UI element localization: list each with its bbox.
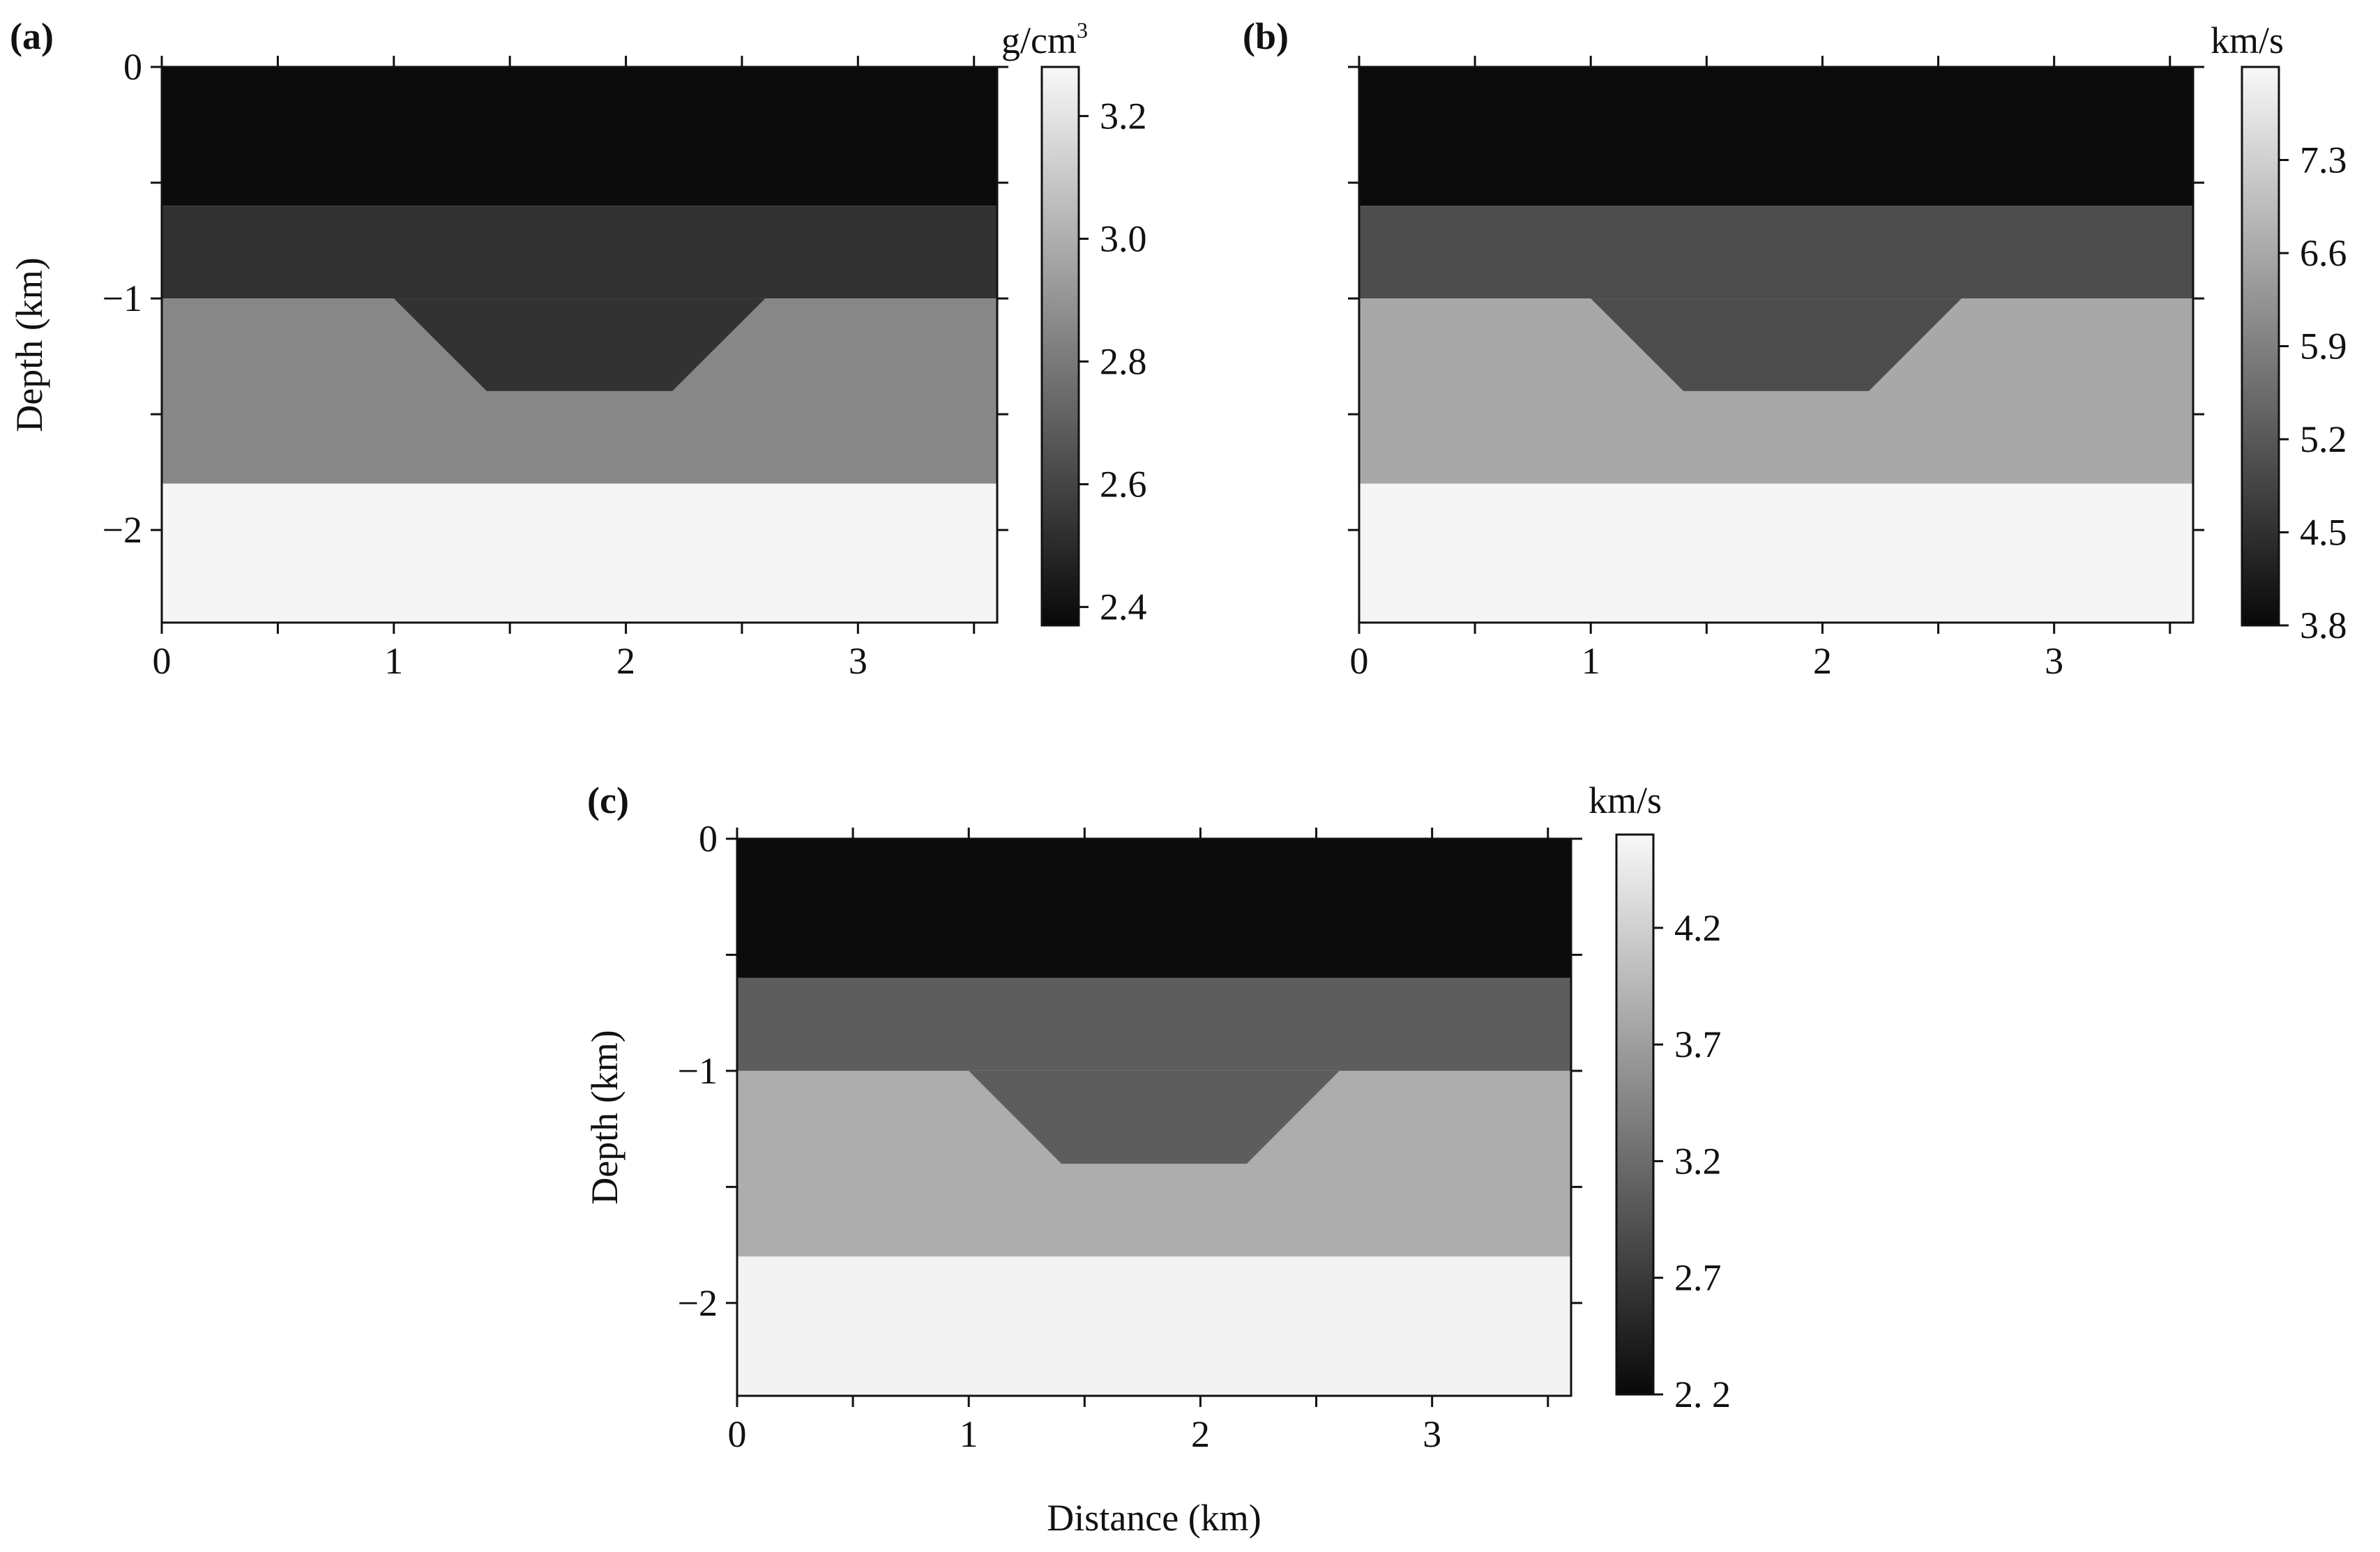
x-tick-label: 3: [1423, 1413, 1441, 1455]
trough-region: [969, 1070, 1340, 1164]
panel-a: 0 1 2 3 0 −1 −2 Depth (km) (a) 2.4 2.6 2.8 3.0 3.2 g/c…: [8, 15, 1147, 682]
colorbar-tick-label: 5.9: [2300, 326, 2347, 367]
colorbar-frame: [1040, 66, 1080, 627]
x-axis-title: Distance (km): [1047, 1497, 1261, 1539]
colorbar-unit-label: km/s: [2211, 20, 2284, 61]
trough-region: [1591, 298, 1962, 391]
y-tick-label: −1: [678, 1050, 718, 1092]
x-tick-label: 0: [728, 1413, 747, 1455]
colorbar-tick-label: 3.2: [1100, 95, 1147, 137]
layer-1: [737, 839, 1571, 978]
colorbar-frame: [1615, 833, 1655, 1396]
colorbar-tick-label: 6.6: [2300, 232, 2347, 274]
layer-4: [1359, 483, 2193, 623]
colorbar-tick-label: 2.6: [1100, 464, 1147, 505]
colorbar-tick-label: 7.3: [2300, 139, 2347, 181]
y-tick-label: 0: [699, 818, 718, 860]
colorbar: [2242, 67, 2279, 625]
colorbar-tick-label: 2.7: [1674, 1257, 1722, 1299]
x-tick-label: 0: [153, 640, 172, 682]
layer-2: [737, 977, 1571, 1071]
y-tick-label: 0: [123, 46, 142, 88]
x-tick-label: 3: [849, 640, 867, 682]
colorbar-tick-label: 3.0: [1100, 218, 1147, 259]
colorbar-tick-label: 3.2: [1674, 1140, 1722, 1182]
y-tick-label: −1: [103, 277, 142, 319]
colorbar-tick-label: 4.2: [1674, 907, 1722, 949]
colorbar-tick-label: 2. 2: [1674, 1374, 1731, 1415]
y-axis-title: Depth (km): [584, 1030, 626, 1204]
x-tick-label: 1: [384, 640, 403, 682]
colorbar-unit-label: km/s: [1589, 779, 1662, 821]
colorbar-tick-label: 2.8: [1100, 341, 1147, 383]
layer-2: [1359, 206, 2193, 299]
colorbar-tick-label: 5.2: [2300, 418, 2347, 460]
colorbar-tick-label: 2.4: [1100, 586, 1147, 628]
y-tick-label: −2: [103, 509, 142, 551]
x-tick-label: 3: [2045, 640, 2063, 682]
colorbar-unit-label: g/cm3: [1001, 17, 1088, 61]
colorbar: [1042, 67, 1079, 625]
x-tick-label: 2: [1813, 640, 1832, 682]
colorbar-tick-label: 3.8: [2300, 604, 2347, 646]
x-tick-label: 1: [960, 1413, 978, 1455]
plot-frame: [160, 66, 999, 624]
layer-1: [162, 67, 997, 206]
panel-label: (a): [10, 15, 54, 57]
panel-c: 0 1 2 3 0 −1 −2 Depth (km) Distance (km) (c) 2. 2 2…: [584, 779, 1731, 1539]
panel-b: 0 1 2 3 (b) 3.8 4.5 5.2 5.9 6.6 7.3 km/s: [1243, 15, 2347, 682]
trough-region: [393, 298, 766, 391]
x-tick-label: 0: [1350, 640, 1369, 682]
y-tick-label: −2: [678, 1282, 718, 1324]
panel-label: (c): [587, 779, 629, 821]
unit-superscript: 3: [1077, 17, 1088, 43]
x-tick-label: 2: [616, 640, 635, 682]
colorbar: [1616, 835, 1653, 1394]
colorbar-tick-label: 3.7: [1674, 1024, 1722, 1065]
plot-frame: [736, 837, 1572, 1397]
colorbar-tick-label: 4.5: [2300, 512, 2347, 554]
layer-2: [162, 206, 997, 299]
layer-1: [1359, 67, 2193, 206]
layer-4: [162, 483, 997, 623]
panel-label: (b): [1243, 15, 1289, 57]
y-axis-title: Depth (km): [8, 257, 50, 432]
plot-frame: [1358, 66, 2195, 624]
x-tick-label: 1: [1582, 640, 1600, 682]
x-tick-label: 2: [1191, 1413, 1210, 1455]
layer-4: [737, 1256, 1571, 1396]
